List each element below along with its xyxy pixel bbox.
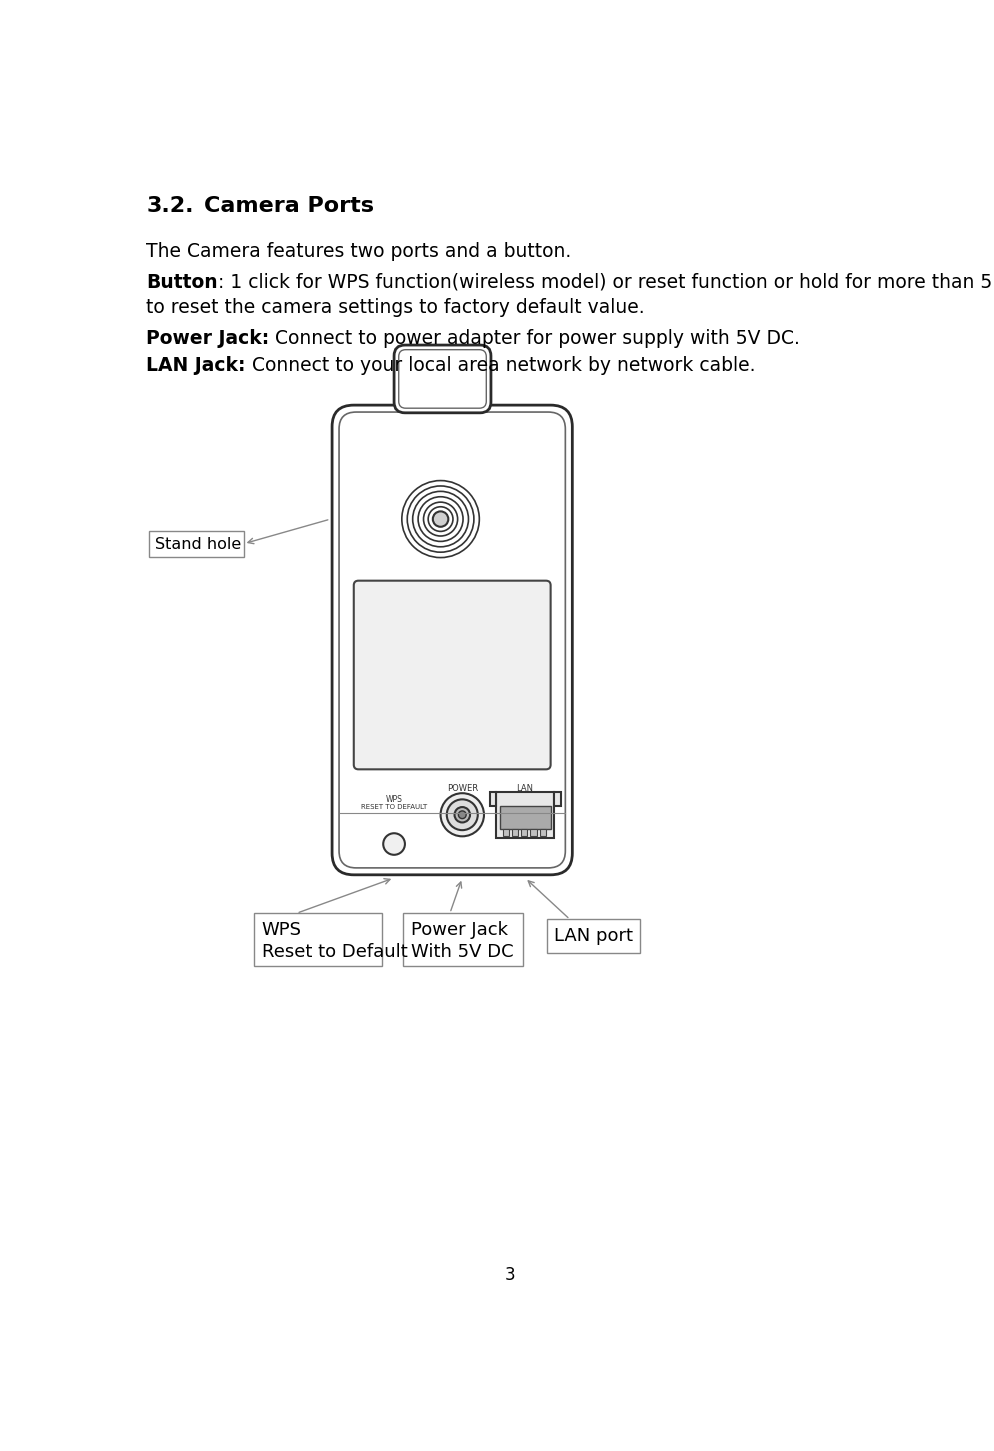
Bar — [546, 920, 639, 953]
Text: The Camera features two ports and a button.: The Camera features two ports and a butt… — [146, 242, 571, 261]
Bar — [554, 792, 561, 805]
Circle shape — [458, 811, 465, 818]
Text: 3.2.: 3.2. — [146, 196, 194, 216]
Circle shape — [383, 833, 405, 855]
Circle shape — [432, 511, 448, 527]
Bar — [490, 792, 496, 805]
Bar — [149, 531, 244, 557]
Bar — [496, 792, 554, 837]
Text: LAN: LAN — [515, 784, 532, 792]
Bar — [253, 913, 382, 966]
Text: WPS: WPS — [386, 795, 403, 804]
Bar — [502, 829, 508, 836]
FancyBboxPatch shape — [394, 345, 490, 414]
Circle shape — [454, 807, 469, 823]
Bar — [539, 829, 546, 836]
Bar — [511, 829, 518, 836]
Text: Button: Button — [146, 273, 218, 292]
Bar — [500, 805, 550, 829]
FancyBboxPatch shape — [332, 405, 572, 875]
Text: RESET TO DEFAULT: RESET TO DEFAULT — [361, 804, 426, 810]
Bar — [403, 913, 523, 966]
Text: LAN port: LAN port — [554, 927, 633, 945]
Text: : 1 click for WPS function(wireless model) or reset function or hold for more th: : 1 click for WPS function(wireless mode… — [218, 273, 994, 292]
Text: Reset to Default: Reset to Default — [261, 943, 407, 961]
Text: With 5V DC: With 5V DC — [411, 943, 513, 961]
Text: Power Jack: Power Jack — [411, 921, 508, 939]
Circle shape — [440, 794, 483, 836]
Text: POWER: POWER — [446, 784, 477, 792]
Text: 3: 3 — [504, 1265, 514, 1284]
Bar — [521, 829, 527, 836]
FancyBboxPatch shape — [354, 580, 550, 769]
Text: Power Jack:: Power Jack: — [146, 329, 269, 348]
Text: Connect to power adapter for power supply with 5V DC.: Connect to power adapter for power suppl… — [269, 329, 799, 348]
Text: LAN Jack:: LAN Jack: — [146, 355, 246, 374]
Text: Camera Ports: Camera Ports — [204, 196, 374, 216]
Text: Stand hole: Stand hole — [155, 537, 242, 551]
Circle shape — [446, 800, 477, 830]
Text: to reset the camera settings to factory default value.: to reset the camera settings to factory … — [146, 297, 644, 318]
Text: Connect to your local area network by network cable.: Connect to your local area network by ne… — [246, 355, 754, 374]
Text: WPS: WPS — [261, 921, 301, 939]
Bar — [530, 829, 536, 836]
